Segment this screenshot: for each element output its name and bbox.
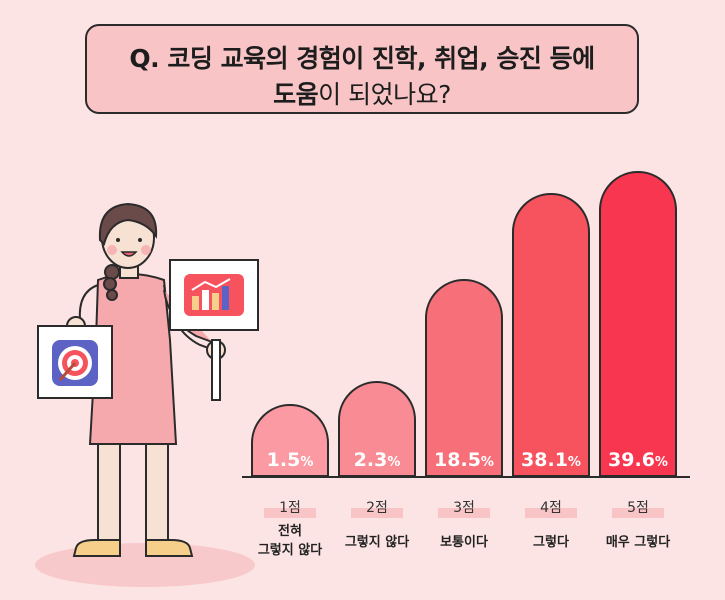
- bar-3: [425, 279, 503, 477]
- bar-2: [338, 381, 416, 477]
- category-label-1: 1점: [279, 500, 301, 516]
- category-tab-2: [351, 508, 403, 518]
- bar-1: [251, 404, 329, 477]
- category-tab-3: [438, 508, 490, 518]
- value-unit-1: %: [300, 455, 313, 470]
- value-unit-2: %: [387, 455, 400, 470]
- value-number-4: 38.1: [521, 449, 568, 471]
- value-label-3: 18.5%: [434, 449, 494, 471]
- category-tab-4: [525, 508, 577, 518]
- category-description-1-1: 전혀: [278, 523, 302, 539]
- category-description-2-1: 그렇지 않다: [345, 534, 409, 550]
- value-number-2: 2.3: [354, 449, 388, 471]
- bar-4: [512, 193, 590, 477]
- value-unit-5: %: [655, 455, 668, 470]
- category-label-5: 5점: [627, 500, 649, 516]
- category-label-3: 3점: [453, 500, 475, 516]
- value-unit-4: %: [568, 455, 581, 470]
- category-description-4-1: 그렇다: [533, 534, 569, 550]
- value-label-1: 1.5%: [267, 449, 314, 471]
- value-label-5: 39.6%: [608, 449, 668, 471]
- value-label-4: 38.1%: [521, 449, 581, 471]
- target-icon: [52, 340, 98, 386]
- value-label-2: 2.3%: [354, 449, 401, 471]
- value-number-5: 39.6: [608, 449, 655, 471]
- category-description-3-1: 보통이다: [440, 534, 488, 550]
- question-title-rest: 이 되었나요?: [318, 80, 451, 109]
- question-title-line2: 도움이 되었나요?: [87, 75, 637, 111]
- category-tab-1: [264, 508, 316, 518]
- question-title-emphasis: 도움: [273, 80, 319, 109]
- value-unit-3: %: [481, 455, 494, 470]
- category-label-4: 4점: [540, 500, 562, 516]
- category-label-2: 2점: [366, 500, 388, 516]
- category-description-5-1: 매우 그렇다: [606, 534, 670, 550]
- category-description-1-2: 그렇지 않다: [258, 542, 322, 558]
- bar-5: [599, 171, 677, 477]
- question-title-line1: Q. 코딩 교육의 경험이 진학, 취업, 승진 등에: [129, 44, 595, 73]
- bar-chart-icon: [184, 274, 244, 316]
- value-number-1: 1.5: [267, 449, 301, 471]
- category-tab-5: [612, 508, 664, 518]
- value-number-3: 18.5: [434, 449, 481, 471]
- question-box: Q. 코딩 교육의 경험이 진학, 취업, 승진 등에 도움이 되었나요?: [85, 24, 639, 114]
